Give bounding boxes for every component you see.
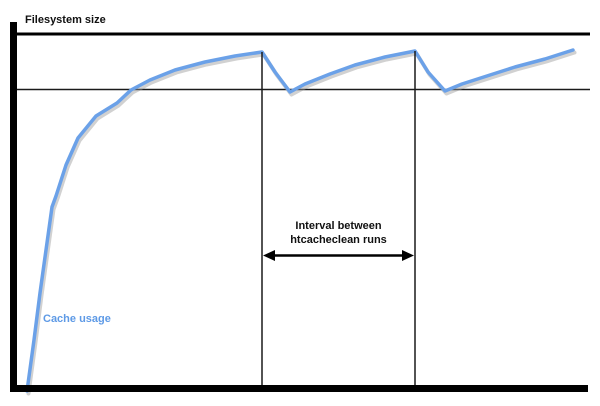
interval-annotation-line2: htcacheclean runs [290,234,387,246]
cache-usage-label: Cache usage [43,313,111,325]
interval-arrow [263,250,414,261]
arrow-head-right-icon [402,250,414,261]
filesystem-size-label: Filesystem size [25,14,106,26]
cleanup-run-lines [261,51,416,385]
interval-annotation: Interval between htcacheclean runs [258,219,419,247]
interval-annotation-line1: Interval between [295,220,382,232]
arrow-head-left-icon [263,250,275,261]
